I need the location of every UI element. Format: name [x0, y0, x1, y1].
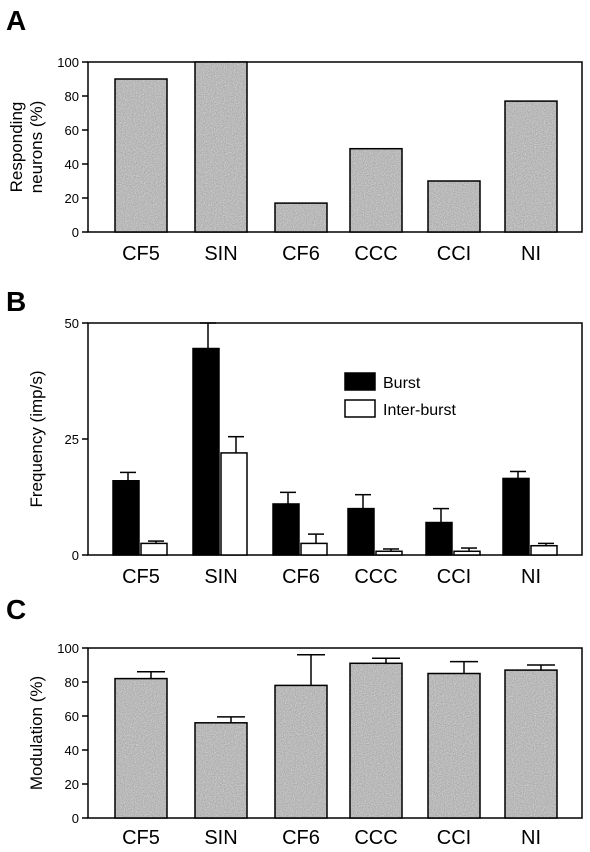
bar-texture — [428, 181, 480, 232]
panel-C: C 0 20 40 60 80 100 Modulation (%) CF5 SIN CF6 CCC C… — [6, 594, 583, 849]
panel-letter: A — [6, 5, 26, 36]
bar-outline — [274, 202, 328, 233]
bar-outline — [427, 672, 481, 819]
y-tick-label: 100 — [57, 641, 79, 656]
y-tick-label: 60 — [65, 709, 79, 724]
y-tick-label: 0 — [72, 225, 79, 240]
y-tick-label: 40 — [65, 743, 79, 758]
y-tick-label: 20 — [65, 777, 79, 792]
bar-outline — [114, 78, 168, 233]
category-label: NI — [521, 566, 541, 588]
category-label: SIN — [204, 827, 237, 849]
category-label: CF6 — [282, 243, 320, 265]
bar-texture — [275, 203, 327, 232]
bar-inter-burst — [375, 550, 403, 556]
category-label: CF5 — [122, 566, 160, 588]
category-label: CCC — [354, 243, 397, 265]
category-label: CF6 — [282, 827, 320, 849]
y-tick-label: 80 — [65, 89, 79, 104]
y-axis-label: Frequency (imp/s) — [27, 371, 46, 508]
y-tick-label: 25 — [65, 432, 79, 447]
bar-inter-burst — [453, 550, 481, 556]
bar-outline — [349, 662, 403, 819]
y-tick-label: 40 — [65, 157, 79, 172]
y-axis-label: Respondingneurons (%) — [7, 101, 46, 194]
bar-texture — [275, 685, 327, 818]
bar-texture — [195, 722, 247, 818]
bar-texture — [115, 79, 167, 232]
bar-burst — [192, 347, 220, 556]
bar-outline — [194, 61, 248, 233]
category-label: CCI — [437, 566, 471, 588]
bar-inter-burst — [530, 544, 558, 556]
bar-burst — [347, 507, 375, 556]
legend-entry: Burst — [383, 375, 421, 392]
panel-A: A 0 20 40 60 80 100 Respondingneurons (%) CF5 SIN… — [6, 5, 583, 265]
category-label: NI — [521, 243, 541, 265]
bar-texture — [115, 678, 167, 818]
bar-texture — [505, 670, 557, 818]
legend-entry: Inter-burst — [383, 402, 456, 419]
category-label: CCI — [437, 827, 471, 849]
bar-texture — [505, 101, 557, 232]
bar-texture — [350, 148, 402, 232]
bar-outline — [504, 669, 558, 819]
category-label: NI — [521, 827, 541, 849]
plot-frame — [87, 61, 583, 233]
panel-letter: B — [6, 286, 26, 317]
bar-inter-burst — [140, 542, 168, 556]
category-label: CF5 — [122, 243, 160, 265]
bar-burst — [272, 503, 300, 556]
category-label: CCC — [354, 566, 397, 588]
bar-outline — [427, 180, 481, 233]
bar-burst — [502, 477, 530, 556]
bar-inter-burst — [300, 542, 328, 556]
y-tick-label: 100 — [57, 55, 79, 70]
bar-outline — [114, 677, 168, 819]
bar-outline — [504, 100, 558, 233]
bar-outline — [349, 147, 403, 233]
category-label: CF5 — [122, 827, 160, 849]
category-label: SIN — [204, 566, 237, 588]
y-tick-label: 50 — [65, 316, 79, 331]
y-tick-label: 20 — [65, 191, 79, 206]
panel-B: B 0 25 50 Frequency (imp/s) CF5 SIN CF6 CCC CCI NI… — [6, 286, 583, 588]
bar-burst — [112, 480, 140, 556]
category-label: CCI — [437, 243, 471, 265]
bar-texture — [350, 663, 402, 818]
y-tick-label: 60 — [65, 123, 79, 138]
y-tick-label: 0 — [72, 548, 79, 563]
category-label: CCC — [354, 827, 397, 849]
bar-outline — [194, 722, 248, 819]
y-tick-label: 80 — [65, 675, 79, 690]
plot-frame — [87, 647, 583, 819]
y-axis-label: Modulation (%) — [27, 676, 46, 790]
category-label: CF6 — [282, 566, 320, 588]
y-tick-label: 0 — [72, 811, 79, 826]
bar-inter-burst — [220, 452, 248, 556]
bar-burst — [425, 521, 453, 556]
legend-swatch — [344, 399, 376, 418]
category-label: SIN — [204, 243, 237, 265]
bar-outline — [274, 684, 328, 819]
panel-letter: C — [6, 594, 26, 625]
bar-texture — [428, 673, 480, 818]
bar-texture — [195, 62, 247, 232]
legend-swatch — [344, 372, 376, 391]
